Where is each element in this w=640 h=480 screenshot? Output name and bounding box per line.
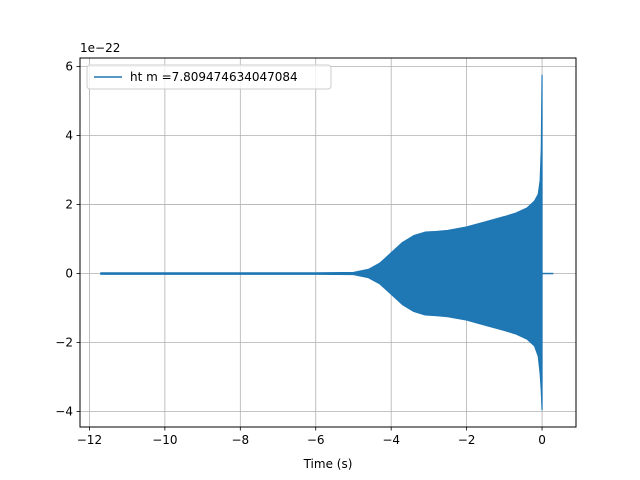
y-tick-label: 6: [65, 60, 73, 74]
legend-box: [86, 64, 332, 90]
x-tick-label: −10: [152, 433, 177, 447]
legend-label: ht m =7.809474634047084: [130, 70, 298, 84]
y-tick-label: −2: [55, 336, 73, 350]
y-tick-label: 4: [65, 129, 73, 143]
x-tick-label: −2: [458, 433, 476, 447]
y-tick-label: 0: [65, 267, 73, 281]
x-tick-label: 0: [538, 433, 546, 447]
x-tick-label: −8: [231, 433, 249, 447]
x-tick-label: −4: [382, 433, 400, 447]
legend: ht m =7.809474634047084: [86, 64, 332, 90]
y-offset-label: 1e−22: [80, 41, 120, 55]
plot-area: [100, 74, 554, 411]
series-waveform-envelope: [100, 74, 543, 411]
y-tick-label: 2: [65, 198, 73, 212]
x-axis-label: Time (s): [303, 457, 353, 471]
x-tick-label: −12: [77, 433, 102, 447]
x-tick-label: −6: [307, 433, 325, 447]
ticks: −12 −10 −8 −6 −4 −2 0 −4 −2 0 2 4 6: [55, 60, 546, 447]
axes-frame: [79, 57, 577, 428]
y-tick-label: −4: [55, 404, 73, 418]
